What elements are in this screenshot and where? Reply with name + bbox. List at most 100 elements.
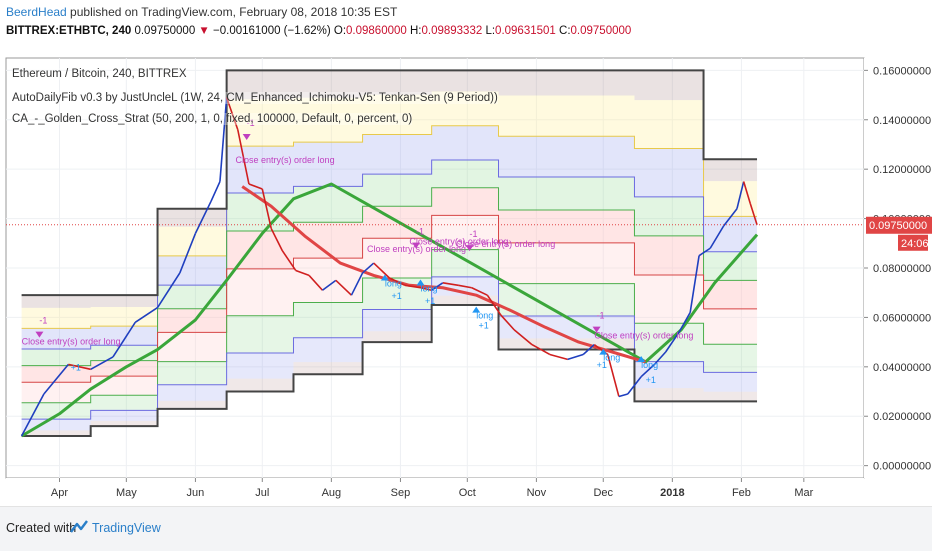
fib-band bbox=[21, 91, 758, 329]
price-segment bbox=[567, 353, 584, 361]
author-link[interactable]: BeerdHead bbox=[6, 5, 67, 19]
price-segment bbox=[404, 284, 421, 289]
sma-200-line bbox=[20, 182, 759, 438]
price-segment bbox=[335, 279, 352, 296]
fib-band bbox=[21, 125, 758, 349]
close-label: C: bbox=[559, 25, 571, 37]
close-exit-arrow-icon bbox=[35, 331, 44, 338]
price-segment bbox=[321, 279, 337, 291]
price-segment bbox=[225, 97, 239, 130]
price-segment bbox=[486, 294, 502, 316]
time-tick-label: May bbox=[116, 487, 137, 499]
price-segment bbox=[722, 208, 738, 227]
price-segment bbox=[248, 183, 263, 190]
close-exit-arrow-icon bbox=[592, 326, 601, 333]
price-segment bbox=[156, 272, 181, 308]
countdown-box bbox=[898, 234, 928, 251]
time-tick-label: Feb bbox=[732, 487, 751, 499]
trade-label: long bbox=[603, 353, 620, 363]
indicator-legend-strategy[interactable]: CA_-_Golden_Cross_Strat (50, 200, 1, 0, … bbox=[12, 113, 413, 125]
sma-50-line bbox=[241, 185, 647, 364]
low-label: L: bbox=[485, 25, 496, 37]
price-segment bbox=[582, 343, 595, 356]
fib-band bbox=[21, 276, 758, 431]
price-segment bbox=[134, 306, 158, 324]
close-exit-arrow-icon bbox=[242, 133, 251, 140]
long-entry-arrow-icon bbox=[637, 356, 646, 363]
price-segment bbox=[261, 188, 272, 229]
trade-label: Close entry(s) order long bbox=[236, 155, 335, 165]
price-segment bbox=[90, 356, 114, 370]
time-tick-label: Aug bbox=[322, 487, 342, 499]
high-value: 0.09893332 bbox=[421, 25, 483, 37]
indicator-legend-fib[interactable]: AutoDailyFib v0.3 by JustUncleL (1W, 24,… bbox=[12, 92, 498, 104]
price-tick-label: 0.04000000 bbox=[873, 362, 931, 374]
price-segment bbox=[709, 225, 725, 249]
time-tick-label: Dec bbox=[593, 487, 613, 499]
price-segment bbox=[458, 284, 472, 289]
price-segment bbox=[388, 277, 406, 287]
fib-band bbox=[21, 295, 758, 436]
price-segment bbox=[606, 354, 620, 397]
grid-lines bbox=[6, 58, 864, 478]
price-segment bbox=[295, 269, 310, 277]
tradingview-brand[interactable]: TradingView bbox=[92, 521, 161, 535]
last-price-tag: 0.09750000 24:06 bbox=[866, 216, 932, 251]
price-segment bbox=[373, 262, 390, 279]
price-segment bbox=[308, 274, 324, 291]
footer: Created with TradingView bbox=[0, 506, 932, 551]
price-axis-background bbox=[864, 58, 932, 478]
tradingview-logo-icon bbox=[70, 520, 88, 533]
close-exit-arrow-icon bbox=[465, 245, 474, 252]
close-exit-arrow-icon bbox=[412, 242, 421, 249]
trade-label: -1 bbox=[597, 311, 605, 321]
trade-label: Close entry(s) order long bbox=[409, 237, 508, 247]
price-tick-label: 0.08000000 bbox=[873, 263, 931, 275]
price-segment bbox=[420, 286, 432, 292]
price-tick-label: 0.12000000 bbox=[873, 164, 931, 176]
price-tick-label: 0.16000000 bbox=[873, 65, 931, 77]
price-segment bbox=[362, 262, 375, 274]
trade-label: Close entry(s) order long bbox=[22, 337, 121, 347]
price-segment bbox=[500, 314, 515, 331]
price-tick-label: 0.06000000 bbox=[873, 312, 931, 324]
price-segment bbox=[736, 181, 745, 209]
price-axis[interactable]: 0.160000000.140000000.120000000.10000000… bbox=[864, 58, 932, 478]
trade-label: Close entry(s) order long bbox=[456, 239, 555, 249]
fib-band bbox=[21, 215, 758, 403]
fib-band bbox=[21, 70, 758, 308]
time-tick-label: Jul bbox=[255, 487, 269, 499]
time-axis[interactable]: Apr May Jun Jul Aug Sep Oct Nov Dec 2018 Feb Mar bbox=[6, 478, 864, 506]
price-segment bbox=[350, 272, 364, 296]
price-segment bbox=[749, 203, 758, 226]
price-segment bbox=[618, 393, 628, 398]
price-segment bbox=[442, 282, 459, 287]
price-segment bbox=[513, 329, 533, 346]
open-label: O: bbox=[333, 25, 347, 37]
trade-label: +1 bbox=[597, 360, 607, 370]
price-segment bbox=[281, 250, 297, 271]
price-segment bbox=[219, 97, 228, 182]
trade-label: long bbox=[641, 360, 658, 370]
long-entry-arrow-icon bbox=[380, 274, 389, 281]
price-segment bbox=[549, 353, 568, 361]
trade-label: -1 bbox=[416, 227, 424, 237]
fib-band bbox=[21, 249, 758, 420]
price-segment bbox=[112, 321, 136, 358]
price-segment bbox=[627, 376, 642, 395]
price-segment bbox=[236, 129, 250, 185]
trade-label: +1 bbox=[425, 296, 435, 306]
ohlc-bar: BITTREX:ETHBTC, 240 0.09750000 ▼ −0.0016… bbox=[6, 25, 631, 37]
price-segment bbox=[471, 287, 488, 296]
trade-label: long bbox=[476, 311, 493, 321]
trade-label: -1 bbox=[39, 316, 47, 326]
high-label: H: bbox=[409, 25, 422, 37]
time-tick-label: Jun bbox=[187, 487, 205, 499]
publish-info: published on TradingView.com, February 0… bbox=[66, 5, 398, 19]
price-segment bbox=[431, 282, 444, 291]
price-segment bbox=[664, 331, 680, 353]
price-segment bbox=[210, 181, 221, 202]
symbol-label: BITTREX:ETHBTC, 240 bbox=[6, 25, 132, 37]
chart-title: Ethereum / Bitcoin, 240, BITTREX bbox=[12, 68, 187, 80]
